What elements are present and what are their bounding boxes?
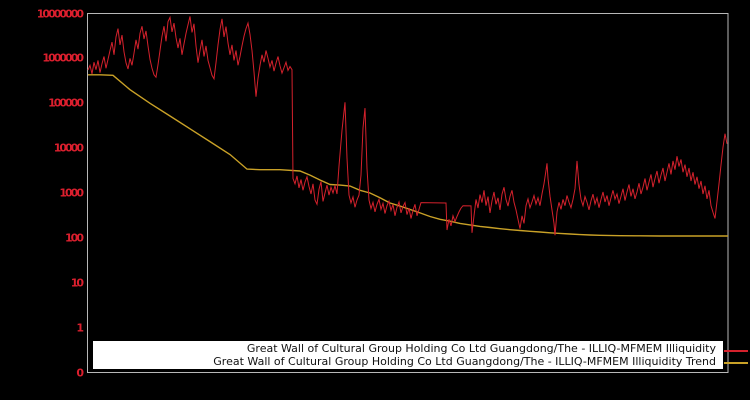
legend-entry-illiquidity: Great Wall of Cultural Group Holding Co … bbox=[246, 342, 716, 355]
y-axis-tick-label: 10000 bbox=[53, 141, 84, 155]
legend: Great Wall of Cultural Group Holding Co … bbox=[93, 341, 723, 369]
series-trend-line bbox=[88, 74, 728, 237]
y-axis-tick-label: 10000000 bbox=[36, 7, 84, 20]
y-axis-tick-label: 0 bbox=[76, 366, 84, 379]
y-axis-tick-label: 1 bbox=[76, 321, 84, 335]
y-axis-tick-label: 10 bbox=[70, 276, 84, 290]
y-axis-tick-label: 100000 bbox=[48, 96, 84, 110]
legend-swatch-illiquidity-line bbox=[724, 350, 748, 352]
legend-swatch-trend-line bbox=[724, 362, 748, 364]
y-axis-tick-label: 1000 bbox=[59, 186, 84, 200]
y-axis-tick-label: 1000000 bbox=[42, 51, 84, 65]
y-axis-tick-label: 100 bbox=[65, 231, 84, 245]
series-illiquidity-line bbox=[87, 15, 728, 236]
plot-frame bbox=[87, 13, 729, 373]
legend-entry-trend: Great Wall of Cultural Group Holding Co … bbox=[213, 355, 716, 368]
